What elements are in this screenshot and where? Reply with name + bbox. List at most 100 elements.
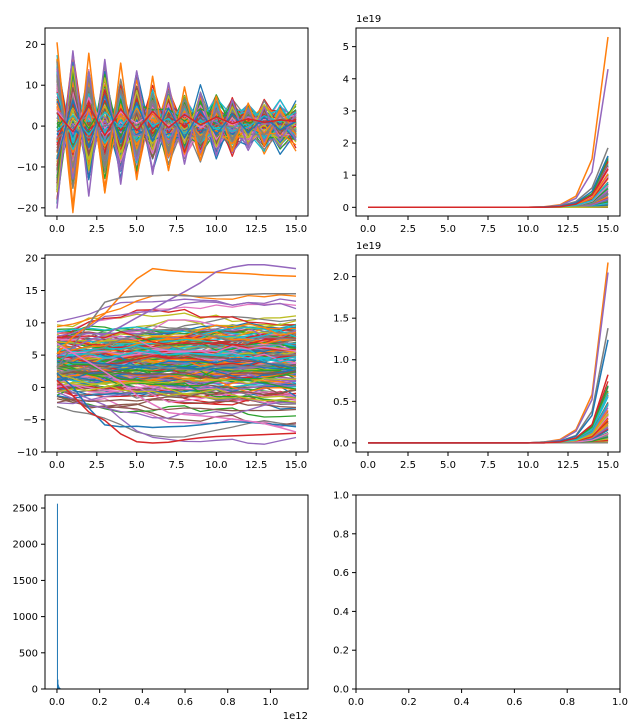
y-tick-label: 1500 <box>13 576 38 587</box>
y-tick-label: −20 <box>17 203 38 214</box>
x-tick-label: 0.0 <box>360 224 376 235</box>
series-line <box>56 341 297 353</box>
series-line <box>56 350 297 363</box>
axes-ax1: 0.0 2.5 5.0 7.5 10.0 12.5 15.0 −20 −10 0 10 20 <box>17 27 309 235</box>
axes-ax3: 0.0 2.5 5.0 7.5 10.0 12.5 15.0 −10 −5 0 5 10 15 20 <box>17 254 309 471</box>
x-tick-label: 7.5 <box>480 460 496 471</box>
series-line <box>56 389 297 404</box>
series-line <box>56 327 297 367</box>
x-offset-label: 1e12 <box>283 711 308 720</box>
y-tick-label: 3 <box>343 106 349 117</box>
y-tick-label: 500 <box>19 648 38 659</box>
x-tick-label: 15.0 <box>285 224 307 235</box>
x-tick-label: 15.0 <box>597 224 619 235</box>
series-line-4 <box>368 374 609 444</box>
y-tick-label: 2000 <box>13 540 38 551</box>
y-tick-label: 15 <box>25 286 38 297</box>
y-tick-label: 0.2 <box>333 646 349 657</box>
x-tick-label: 7.5 <box>169 224 185 235</box>
plot-area <box>368 36 609 209</box>
series-line <box>56 357 297 369</box>
y-tick-label: 0 <box>343 203 349 214</box>
series-line <box>56 374 297 393</box>
x-tick-label: 0.8 <box>559 697 575 708</box>
y-tick-label: −10 <box>17 162 38 173</box>
y-offset-label: 1e19 <box>356 241 381 252</box>
y-tick-label: 1.5 <box>333 314 349 325</box>
y-tick-label: 1 <box>343 171 349 182</box>
series-line <box>56 377 297 393</box>
y-tick-label: 5 <box>32 351 38 362</box>
y-tick-label: 10 <box>25 318 38 329</box>
y-tick-label: 4 <box>343 74 349 85</box>
y-tick-label: 2500 <box>13 504 38 515</box>
y-tick-label: −10 <box>17 448 38 459</box>
axes-ax4: 0.0 2.5 5.0 7.5 10.0 12.5 15.0 0.0 0.5 1.0 1.5 2.0 1… <box>333 241 621 471</box>
y-tick-label: 5 <box>343 42 349 53</box>
y-tick-label: 1000 <box>13 612 38 623</box>
series-line <box>56 326 297 338</box>
x-tick-label: 2.5 <box>89 224 105 235</box>
series-line <box>56 391 297 419</box>
plot-area <box>368 262 609 444</box>
series-line <box>56 323 297 355</box>
series-line <box>56 337 297 364</box>
y-tick-label: 0.5 <box>333 397 349 408</box>
axes-frame <box>44 494 309 690</box>
series-line <box>56 345 297 357</box>
series-line-2 <box>56 293 296 368</box>
x-tick-label: 2.5 <box>400 224 416 235</box>
y-tick-label: 2 <box>343 139 349 150</box>
axes-ax6: 0.0 0.2 0.4 0.6 0.8 1.0 0.0 0.2 0.4 0.6 0.8 1.0 <box>333 491 628 709</box>
x-tick-label: 15.0 <box>597 460 619 471</box>
series-line-4 <box>56 379 297 444</box>
series-line-5 <box>56 342 297 433</box>
x-tick-label: 7.5 <box>169 460 185 471</box>
y-tick-label: 0.0 <box>333 438 349 449</box>
x-tick-label: 0.4 <box>454 697 470 708</box>
x-tick-label: 12.5 <box>557 460 579 471</box>
series-line <box>56 326 297 341</box>
y-tick-label: 0 <box>32 685 38 696</box>
x-tick-label: 1.0 <box>612 697 628 708</box>
series-line-4 <box>368 168 609 209</box>
series-line <box>56 301 297 337</box>
x-tick-label: 10.0 <box>205 224 227 235</box>
axes-frame <box>355 494 621 690</box>
x-tick-label: 0.0 <box>49 224 65 235</box>
x-tick-label: 0.4 <box>134 697 150 708</box>
y-tick-label: 1.0 <box>333 491 349 502</box>
x-tick-label: 7.5 <box>480 224 496 235</box>
series-line <box>56 383 297 404</box>
x-tick-label: 0.2 <box>401 697 417 708</box>
y-offset-label: 1e19 <box>356 14 381 25</box>
plot-area <box>56 263 297 445</box>
x-tick-label: 12.5 <box>245 224 267 235</box>
x-tick-label: 10.0 <box>517 224 539 235</box>
x-tick-label: 0.0 <box>348 697 364 708</box>
y-tick-label: 20 <box>25 40 38 51</box>
x-tick-label: 2.5 <box>400 460 416 471</box>
y-tick-label: 10 <box>25 81 38 92</box>
x-tick-label: 0.6 <box>177 697 193 708</box>
y-tick-label: −5 <box>23 415 38 426</box>
x-tick-label: 12.5 <box>245 460 267 471</box>
y-tick-label: 0.8 <box>333 529 349 540</box>
series-line-0 <box>56 267 297 355</box>
series-line <box>56 360 297 404</box>
y-tick-label: 0.4 <box>333 607 349 618</box>
series-line <box>56 366 297 378</box>
x-tick-label: 0.0 <box>49 697 65 708</box>
y-tick-label: 2.0 <box>333 272 349 283</box>
series-line <box>56 369 297 404</box>
y-tick-label: 1.0 <box>333 355 349 366</box>
y-tick-label: 20 <box>25 254 38 265</box>
x-tick-label: 10.0 <box>517 460 539 471</box>
y-tick-label: 0 <box>32 122 38 133</box>
x-tick-label: 5.0 <box>129 460 145 471</box>
series-line <box>56 298 297 323</box>
x-tick-label: 0.0 <box>360 460 376 471</box>
series-line <box>56 370 297 380</box>
x-tick-label: 0.2 <box>92 697 108 708</box>
